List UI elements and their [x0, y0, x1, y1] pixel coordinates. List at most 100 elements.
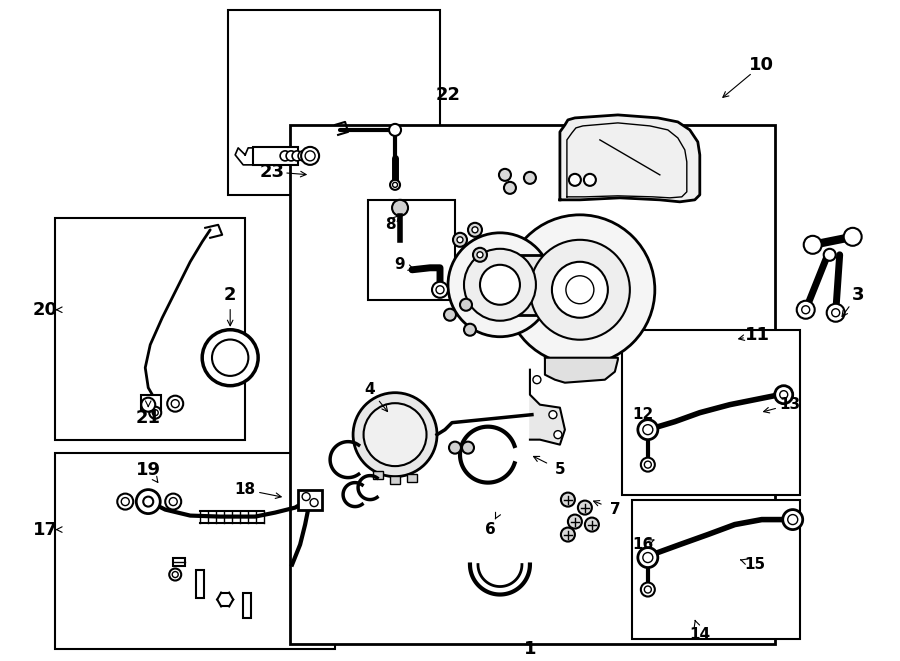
Circle shape — [305, 151, 315, 161]
Circle shape — [827, 304, 845, 322]
Circle shape — [779, 391, 788, 399]
Circle shape — [804, 236, 822, 254]
Circle shape — [122, 498, 130, 506]
Circle shape — [436, 286, 444, 293]
Circle shape — [644, 461, 652, 468]
Circle shape — [286, 151, 296, 161]
Bar — [55, 218, 245, 440]
Circle shape — [460, 299, 472, 311]
Circle shape — [480, 265, 520, 305]
Circle shape — [472, 227, 478, 233]
Circle shape — [468, 223, 482, 237]
Text: 3: 3 — [851, 286, 864, 304]
Circle shape — [561, 492, 575, 506]
Circle shape — [533, 375, 541, 383]
Polygon shape — [530, 369, 565, 445]
Circle shape — [169, 568, 181, 580]
Circle shape — [167, 396, 184, 412]
Circle shape — [141, 398, 155, 412]
Circle shape — [457, 237, 463, 243]
Circle shape — [473, 248, 487, 262]
Circle shape — [464, 249, 536, 321]
Circle shape — [448, 233, 552, 336]
Circle shape — [505, 215, 655, 365]
Bar — [632, 500, 800, 639]
Text: 10: 10 — [749, 56, 774, 74]
Text: 1: 1 — [524, 641, 536, 658]
Circle shape — [171, 400, 179, 408]
Circle shape — [549, 410, 557, 418]
Text: 14: 14 — [689, 627, 710, 642]
Circle shape — [832, 309, 840, 317]
Circle shape — [310, 498, 318, 506]
Circle shape — [554, 431, 562, 439]
Circle shape — [136, 490, 160, 514]
Circle shape — [585, 518, 598, 531]
Bar — [173, 557, 185, 566]
Circle shape — [499, 169, 511, 181]
Circle shape — [152, 410, 158, 416]
Circle shape — [172, 572, 178, 578]
Bar — [196, 570, 204, 598]
Text: 5: 5 — [554, 462, 565, 477]
Text: 12: 12 — [632, 407, 653, 422]
Circle shape — [584, 174, 596, 186]
Circle shape — [149, 407, 161, 418]
Bar — [368, 200, 455, 299]
Circle shape — [783, 510, 803, 529]
Text: 8: 8 — [384, 217, 395, 232]
Bar — [253, 147, 298, 165]
Circle shape — [843, 228, 861, 246]
Circle shape — [453, 233, 467, 247]
Circle shape — [444, 309, 456, 321]
Circle shape — [644, 586, 652, 593]
Circle shape — [212, 340, 248, 376]
Bar — [55, 453, 335, 650]
Polygon shape — [560, 115, 700, 202]
Bar — [390, 476, 400, 484]
Bar — [374, 471, 383, 479]
Text: 11: 11 — [745, 326, 770, 344]
Circle shape — [202, 330, 258, 385]
Circle shape — [643, 424, 652, 435]
Circle shape — [802, 306, 810, 314]
Circle shape — [775, 385, 793, 404]
Circle shape — [641, 457, 655, 471]
Circle shape — [462, 442, 474, 453]
Text: 2: 2 — [224, 286, 237, 304]
Circle shape — [166, 494, 181, 510]
Circle shape — [641, 582, 655, 596]
Text: 13: 13 — [779, 397, 800, 412]
Bar — [229, 10, 440, 195]
Circle shape — [477, 252, 483, 258]
Circle shape — [389, 124, 401, 136]
Circle shape — [364, 403, 427, 466]
Polygon shape — [235, 148, 258, 165]
Circle shape — [796, 301, 814, 319]
Circle shape — [392, 200, 408, 216]
Circle shape — [788, 514, 797, 525]
Bar — [298, 490, 322, 510]
Circle shape — [302, 492, 310, 500]
Circle shape — [280, 151, 290, 161]
Polygon shape — [544, 358, 618, 383]
Circle shape — [392, 182, 398, 187]
Text: 7: 7 — [609, 502, 620, 517]
Bar — [243, 592, 251, 617]
Text: 16: 16 — [632, 537, 653, 552]
Bar — [407, 474, 417, 482]
Text: 15: 15 — [744, 557, 765, 572]
Circle shape — [530, 240, 630, 340]
Circle shape — [569, 174, 580, 186]
Circle shape — [568, 514, 582, 529]
Circle shape — [143, 496, 153, 506]
Text: 9: 9 — [395, 257, 405, 272]
Text: 18: 18 — [235, 482, 256, 497]
Circle shape — [566, 276, 594, 304]
Bar — [141, 395, 161, 410]
Circle shape — [302, 147, 319, 165]
Text: 4: 4 — [364, 382, 375, 397]
Circle shape — [824, 249, 836, 261]
Circle shape — [638, 547, 658, 568]
Circle shape — [578, 500, 592, 514]
